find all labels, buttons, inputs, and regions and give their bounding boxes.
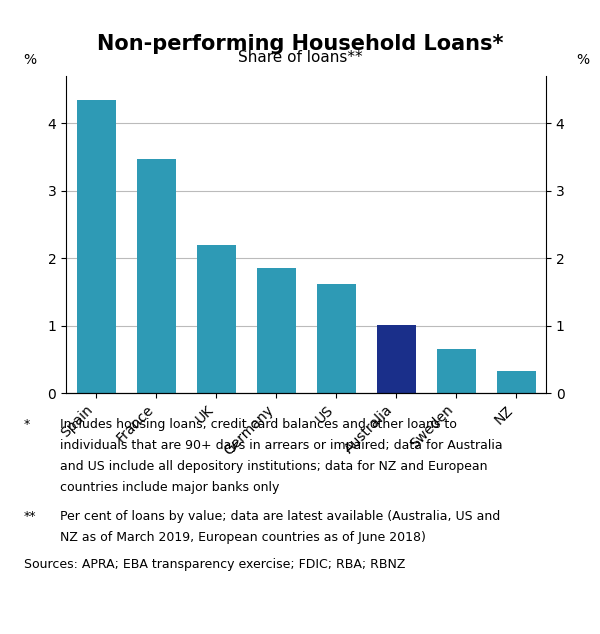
Bar <box>377 325 415 393</box>
Bar <box>137 159 176 393</box>
Bar <box>497 372 536 393</box>
Bar <box>317 284 355 393</box>
Text: and US include all depository institutions; data for NZ and European: and US include all depository institutio… <box>60 460 487 474</box>
Text: Non-performing Household Loans*: Non-performing Household Loans* <box>97 34 503 54</box>
Text: Sources: APRA; EBA transparency exercise; FDIC; RBA; RBNZ: Sources: APRA; EBA transparency exercise… <box>24 558 406 571</box>
Bar <box>77 100 115 393</box>
Text: *: * <box>24 418 30 432</box>
Text: Per cent of loans by value; data are latest available (Australia, US and: Per cent of loans by value; data are lat… <box>60 510 500 523</box>
Text: %: % <box>576 53 589 67</box>
Text: **: ** <box>24 510 37 523</box>
Bar <box>197 245 235 393</box>
Bar <box>257 268 296 393</box>
Text: NZ as of March 2019, European countries as of June 2018): NZ as of March 2019, European countries … <box>60 531 426 544</box>
Text: %: % <box>23 53 36 67</box>
Text: countries include major banks only: countries include major banks only <box>60 481 280 495</box>
Bar <box>437 349 476 393</box>
Text: Includes housing loans, credit card balances and other loans to: Includes housing loans, credit card bala… <box>60 418 457 432</box>
Text: Share of loans**: Share of loans** <box>238 50 362 65</box>
Text: individuals that are 90+ days in arrears or impaired; data for Australia: individuals that are 90+ days in arrears… <box>60 439 503 453</box>
